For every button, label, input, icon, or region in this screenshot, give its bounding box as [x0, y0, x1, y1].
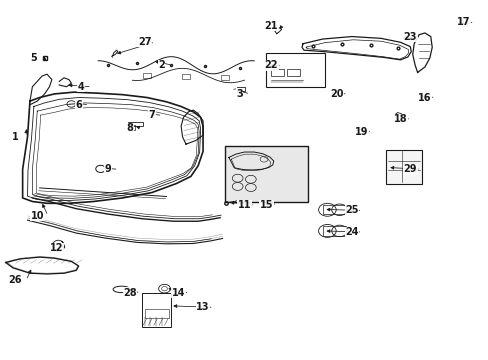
- Bar: [182, 74, 189, 79]
- Text: 13: 13: [196, 302, 209, 312]
- Text: 7: 7: [148, 111, 155, 121]
- Text: 19: 19: [354, 127, 367, 136]
- Bar: [144, 309, 168, 318]
- Bar: [322, 205, 345, 215]
- Text: 28: 28: [123, 288, 137, 298]
- Text: 15: 15: [259, 200, 273, 210]
- Bar: [271, 69, 283, 76]
- Bar: [266, 53, 325, 87]
- Text: 11: 11: [237, 200, 251, 210]
- Text: 2: 2: [158, 60, 164, 70]
- Text: 10: 10: [30, 211, 44, 221]
- Bar: [142, 293, 171, 327]
- Text: 5: 5: [30, 53, 37, 63]
- Text: 24: 24: [345, 227, 358, 237]
- Text: 16: 16: [417, 93, 431, 103]
- Text: 14: 14: [172, 288, 185, 298]
- Text: 25: 25: [345, 206, 358, 216]
- Text: 1: 1: [12, 132, 19, 142]
- Bar: [130, 126, 135, 130]
- Text: 20: 20: [330, 89, 343, 99]
- Text: 18: 18: [393, 114, 407, 124]
- Bar: [236, 87, 245, 91]
- Text: 21: 21: [264, 21, 278, 31]
- Text: 6: 6: [75, 100, 82, 110]
- Bar: [322, 226, 345, 235]
- Text: 12: 12: [50, 243, 63, 253]
- Text: 17: 17: [456, 17, 470, 27]
- Text: 4: 4: [78, 82, 84, 92]
- Text: 8: 8: [126, 123, 133, 133]
- Text: 23: 23: [403, 32, 416, 41]
- Text: 3: 3: [236, 89, 243, 99]
- Bar: [287, 69, 299, 76]
- Bar: [224, 146, 307, 202]
- Text: 9: 9: [104, 164, 111, 174]
- Bar: [221, 75, 228, 80]
- Bar: [385, 149, 422, 184]
- Text: 26: 26: [9, 275, 22, 285]
- Bar: [128, 122, 143, 126]
- Bar: [143, 73, 151, 78]
- Text: 29: 29: [403, 164, 416, 174]
- Text: 22: 22: [264, 60, 278, 70]
- Text: 27: 27: [138, 37, 151, 47]
